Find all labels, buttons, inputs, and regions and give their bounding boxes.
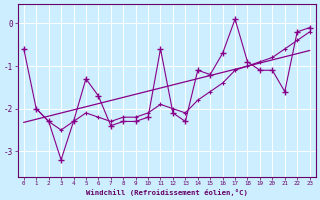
X-axis label: Windchill (Refroidissement éolien,°C): Windchill (Refroidissement éolien,°C) [86,189,248,196]
